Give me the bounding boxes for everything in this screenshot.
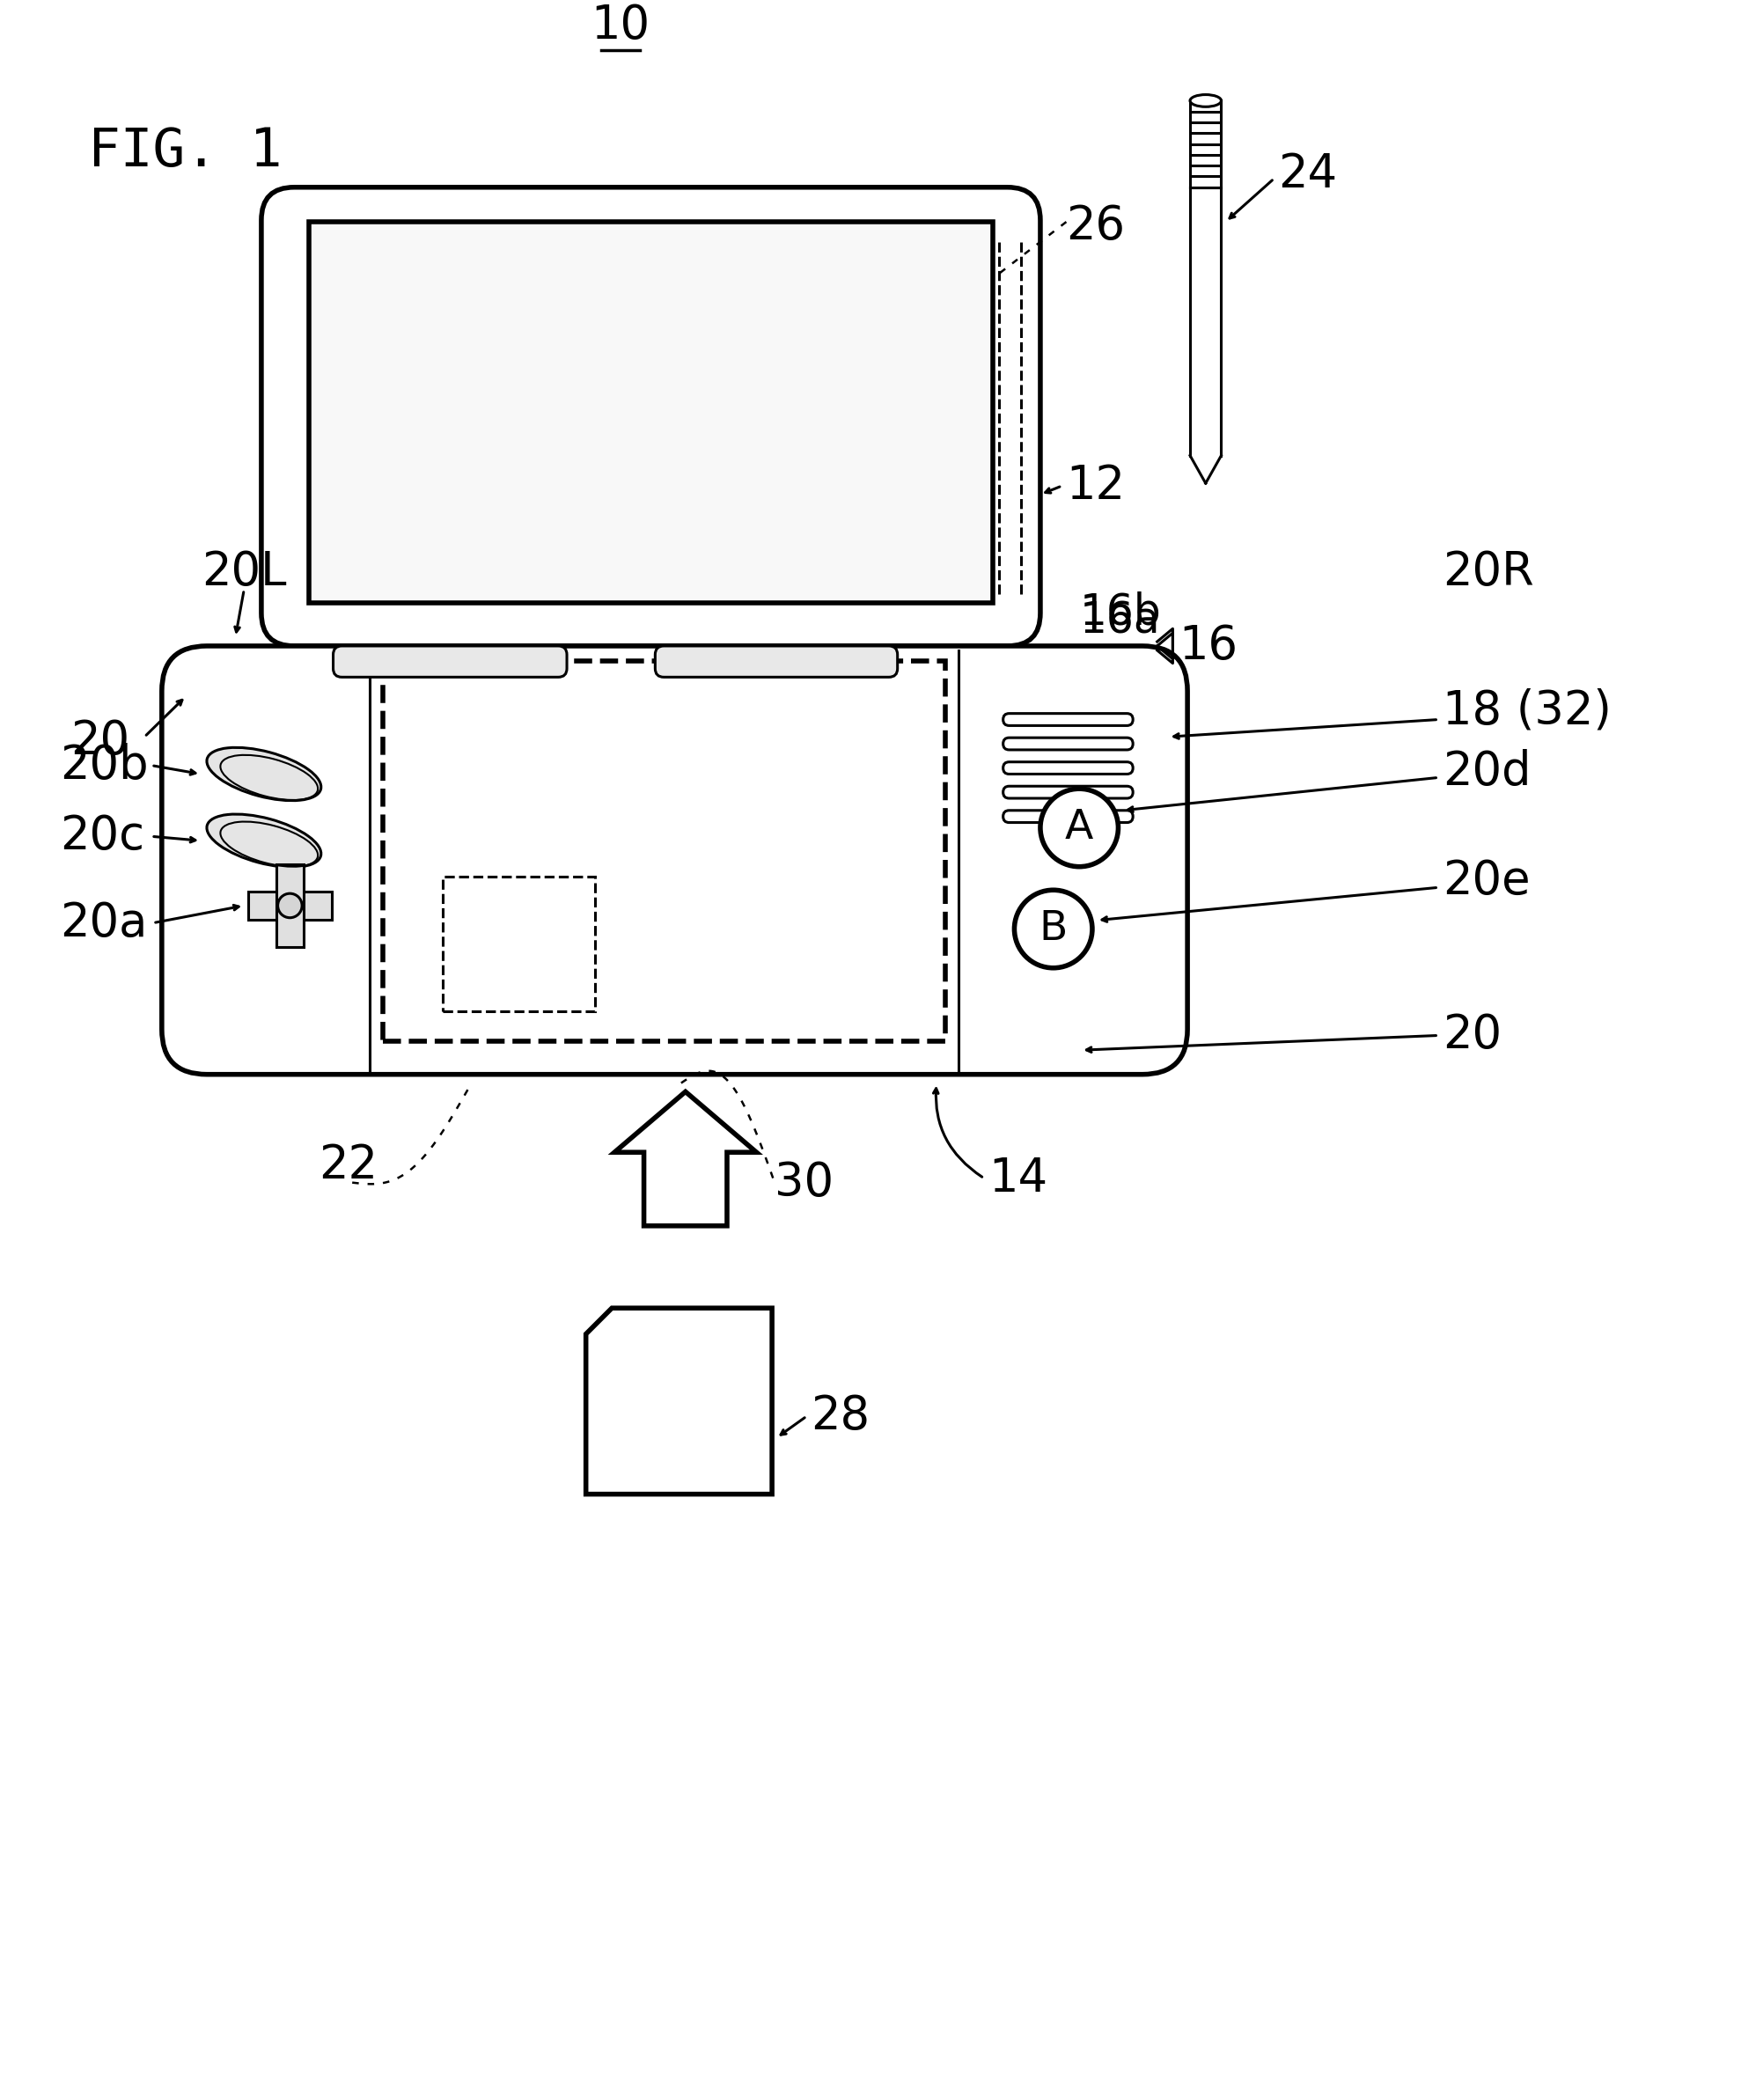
Text: 20c: 20c bbox=[60, 813, 145, 859]
Text: 20R: 20R bbox=[1442, 550, 1534, 594]
FancyBboxPatch shape bbox=[656, 647, 897, 676]
Bar bbox=[277, 863, 303, 947]
Text: 16b: 16b bbox=[1079, 590, 1160, 632]
Text: 20L: 20L bbox=[201, 550, 287, 594]
Text: 20b: 20b bbox=[60, 743, 148, 788]
Text: 16a: 16a bbox=[1079, 598, 1160, 643]
Text: 20a: 20a bbox=[60, 901, 146, 945]
Text: 20: 20 bbox=[71, 718, 130, 764]
Text: 22: 22 bbox=[319, 1142, 377, 1189]
Ellipse shape bbox=[206, 815, 321, 867]
FancyBboxPatch shape bbox=[333, 647, 568, 676]
Bar bbox=[443, 878, 594, 1012]
Text: 30: 30 bbox=[774, 1159, 834, 1205]
Text: 20: 20 bbox=[1442, 1012, 1502, 1058]
Ellipse shape bbox=[1190, 94, 1222, 107]
Text: 16: 16 bbox=[1179, 624, 1238, 668]
Ellipse shape bbox=[206, 748, 321, 800]
Bar bbox=[249, 892, 331, 920]
Text: 18 (32): 18 (32) bbox=[1442, 689, 1611, 733]
FancyBboxPatch shape bbox=[162, 647, 1188, 1075]
Circle shape bbox=[1040, 790, 1118, 867]
Text: 20e: 20e bbox=[1442, 859, 1530, 905]
Text: A: A bbox=[1065, 808, 1093, 848]
Bar bbox=[309, 223, 993, 603]
Circle shape bbox=[1014, 890, 1093, 968]
Text: 12: 12 bbox=[1067, 462, 1125, 508]
Text: 26: 26 bbox=[1067, 204, 1125, 250]
FancyBboxPatch shape bbox=[261, 187, 1040, 647]
Text: 24: 24 bbox=[1278, 151, 1338, 197]
Polygon shape bbox=[615, 1092, 756, 1226]
Text: 10: 10 bbox=[591, 2, 651, 48]
Text: B: B bbox=[1038, 909, 1068, 949]
Bar bbox=[383, 662, 945, 1042]
Circle shape bbox=[279, 892, 301, 918]
Text: 28: 28 bbox=[811, 1394, 869, 1438]
Text: FIG. 1: FIG. 1 bbox=[88, 126, 282, 178]
Polygon shape bbox=[585, 1308, 772, 1495]
Text: 20d: 20d bbox=[1442, 748, 1532, 794]
Text: 14: 14 bbox=[989, 1155, 1047, 1201]
